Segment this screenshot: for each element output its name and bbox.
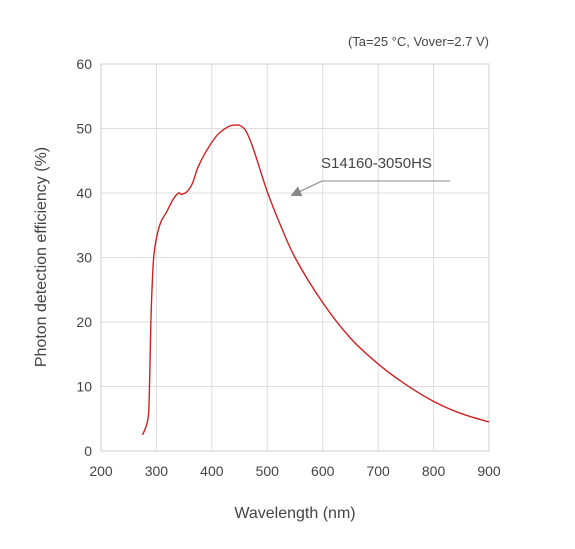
series-label-s14160-3050hs: S14160-3050HS [321,155,432,172]
x-tick-label: 500 [256,463,280,479]
y-tick-label: 30 [76,250,92,266]
x-tick-label: 800 [422,463,446,479]
x-axis-tick-labels: 200 300 400 500 600 700 800 900 [89,463,501,479]
x-tick-label: 900 [477,463,501,479]
y-axis-title: Photon detection efficiency (%) [33,147,50,367]
y-axis-tick-labels: 0 10 20 30 40 50 60 [76,56,92,459]
y-tick-label: 0 [84,443,92,459]
y-tick-label: 60 [76,56,92,72]
x-tick-label: 600 [311,463,335,479]
y-tick-label: 40 [76,185,92,201]
y-tick-label: 50 [76,121,92,137]
y-tick-label: 20 [76,314,92,330]
plot-area-frame [100,63,490,452]
series-line-s14160-3050hs [141,124,490,436]
x-tick-label: 200 [89,463,113,479]
x-tick-label: 700 [366,463,390,479]
x-axis-title: Wavelength (nm) [234,505,355,522]
measurement-conditions: (Ta=25 °C, Vover=2.7 V) [348,34,489,49]
x-tick-label: 300 [145,463,169,479]
annotation-arrow [290,180,323,197]
x-tick-label: 400 [200,463,224,479]
y-tick-label: 10 [76,379,92,395]
